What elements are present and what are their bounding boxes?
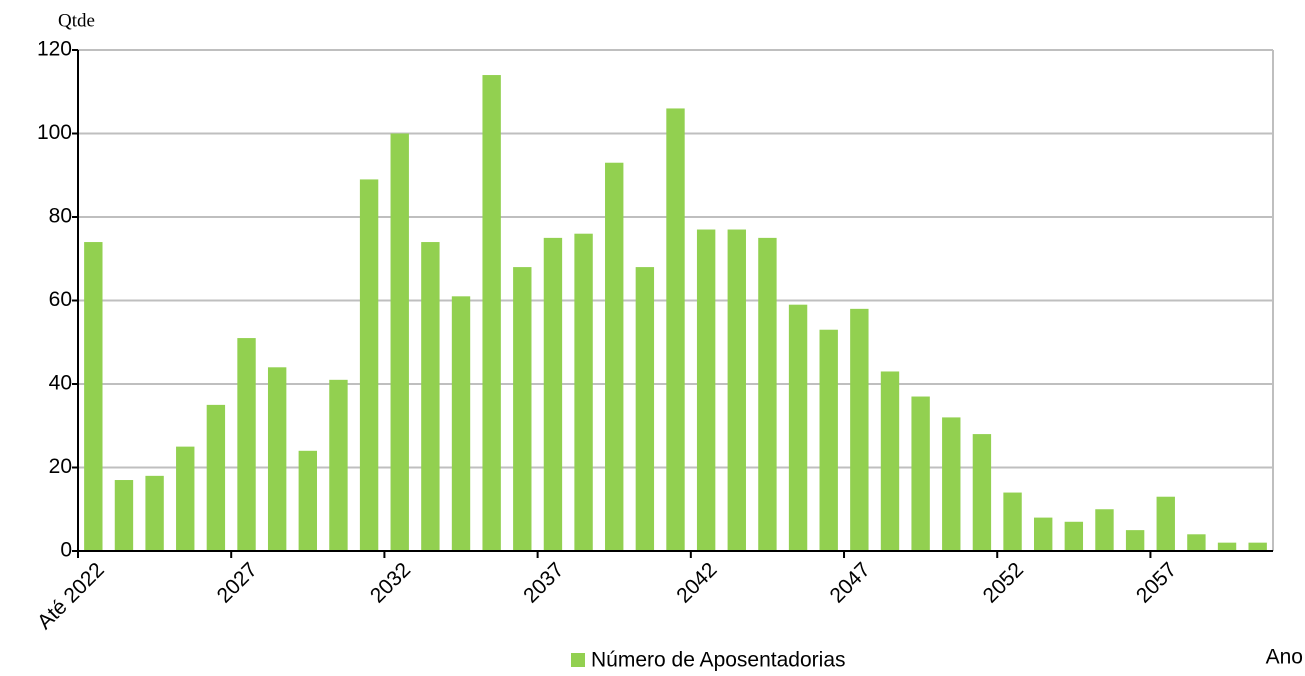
y-tick-label: 0	[60, 539, 72, 562]
legend-swatch	[571, 653, 585, 667]
bar	[1095, 509, 1114, 551]
x-tick-label: 2052	[979, 558, 1028, 607]
y-tick-label: 60	[49, 288, 72, 311]
bar	[758, 237, 777, 551]
bar	[727, 229, 746, 551]
y-axis-label: Qtde	[58, 10, 95, 31]
bar	[298, 450, 317, 551]
x-axis-label: Ano	[1266, 646, 1303, 669]
x-tick-label: 2057	[1132, 558, 1181, 607]
bar	[635, 267, 655, 551]
bar	[513, 267, 532, 551]
x-tick-label: 2037	[519, 558, 568, 607]
bar	[850, 308, 869, 551]
x-tick-label: 2032	[366, 558, 415, 607]
bar	[1064, 521, 1084, 551]
bar	[206, 404, 226, 551]
legend-label: Número de Aposentadorias	[591, 649, 846, 672]
bar	[421, 242, 440, 552]
bar	[390, 133, 409, 551]
bar	[114, 480, 134, 551]
bar	[1003, 492, 1022, 551]
bar	[359, 179, 379, 552]
x-tick-label: 2042	[672, 558, 721, 607]
bar	[1248, 542, 1267, 551]
bar	[176, 446, 195, 551]
bar	[972, 434, 992, 551]
bar	[1034, 517, 1053, 551]
bar	[84, 242, 103, 552]
bar	[574, 233, 593, 551]
bar	[788, 304, 808, 551]
bar	[696, 229, 716, 551]
bar	[1217, 542, 1237, 551]
bar	[666, 108, 685, 551]
bar	[1156, 496, 1175, 551]
y-tick-label: 40	[49, 372, 72, 395]
x-tick-label: Até 2022	[33, 558, 109, 634]
bar	[942, 417, 961, 551]
x-tick-label: 2047	[826, 558, 875, 607]
bar	[605, 162, 624, 551]
bar	[145, 475, 164, 551]
y-tick-label: 100	[37, 121, 72, 144]
x-tick-label: 2027	[213, 558, 262, 607]
bar	[911, 396, 930, 551]
bar	[819, 329, 838, 551]
bar	[451, 296, 471, 551]
bar	[880, 371, 900, 551]
bar	[482, 75, 501, 552]
bar	[1187, 534, 1206, 551]
bar	[329, 379, 348, 551]
y-tick-label: 120	[37, 38, 72, 61]
bar	[267, 367, 287, 551]
y-tick-label: 20	[49, 455, 72, 478]
bar	[1125, 530, 1145, 551]
bar	[543, 237, 563, 551]
bar	[237, 338, 256, 551]
y-tick-label: 80	[49, 205, 72, 228]
